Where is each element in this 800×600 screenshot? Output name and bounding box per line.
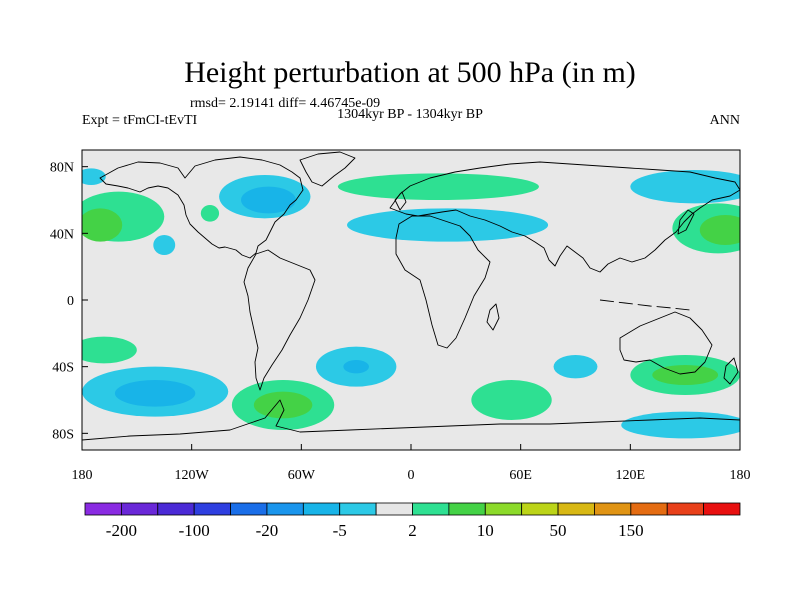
anomaly-region-23 (621, 411, 740, 439)
coast-indonesia (599, 299, 691, 311)
colorbar-swatch (84, 502, 122, 516)
colorbar-swatch (630, 502, 668, 516)
chart-title: Height perturbation at 500 hPa (in m) (184, 56, 636, 89)
colorbar-label: 10 (477, 521, 494, 540)
anomaly-region-2 (347, 208, 549, 242)
anomaly-region-8 (82, 208, 123, 242)
anomaly-region-14 (82, 336, 137, 364)
anomaly-region-4 (630, 170, 740, 204)
anomaly-region-16 (253, 391, 313, 419)
colorbar (84, 502, 741, 516)
anomaly-region-20 (553, 355, 598, 379)
experiment-label: Expt = tFmCI-tEvTI (82, 113, 198, 128)
y-tick-label: 40N (50, 227, 74, 242)
anomaly-region-1 (241, 186, 296, 214)
coast-british-isles (394, 191, 407, 211)
coast-greenland (299, 151, 356, 187)
anomaly-region-3 (337, 173, 539, 201)
colorbar-swatch (193, 502, 231, 516)
y-axis: 80N 40N 0 40S 80S (50, 161, 88, 442)
colorbar-swatch (703, 502, 741, 516)
colorbar-label: -100 (179, 521, 210, 540)
x-tick-label: 180 (730, 468, 751, 483)
anomaly-region-6 (699, 215, 740, 245)
colorbar-swatch (594, 502, 632, 516)
coast-south-america (243, 249, 316, 391)
coast-japan (677, 209, 695, 235)
coast-antarctica (82, 399, 740, 441)
colorbar-label: -20 (256, 521, 279, 540)
colorbar-label: 50 (550, 521, 567, 540)
coast-new-zealand (723, 357, 739, 385)
coast-madagascar (486, 303, 500, 331)
colorbar-swatch (448, 502, 486, 516)
colorbar-label: 150 (618, 521, 644, 540)
anomaly-fills (82, 168, 740, 439)
colorbar-swatch (521, 502, 559, 516)
y-tick-label: 80S (52, 427, 74, 442)
x-tick-label: 120W (175, 468, 210, 483)
period-text: 1304kyr BP - 1304kyr BP (337, 107, 483, 122)
y-tick-label: 80N (50, 161, 74, 176)
x-tick-label: 60W (288, 468, 316, 483)
stats-text: rmsd= 2.19141 diff= 4.46745e-09 (190, 96, 380, 111)
coastlines (82, 151, 740, 441)
coast-australia (619, 311, 713, 375)
x-axis: 180 120W 60W 0 60E 120E 180 (72, 444, 751, 483)
y-tick-label: 0 (67, 294, 74, 309)
colorbar-swatch (339, 502, 377, 516)
anomaly-region-19 (471, 380, 552, 420)
colorbar-swatch (157, 502, 195, 516)
anomaly-region-10 (200, 205, 220, 222)
colorbar-label: -200 (106, 521, 137, 540)
colorbar-labels: -200 -100 -20 -5 2 10 50 150 (106, 521, 644, 540)
colorbar-swatch (557, 502, 595, 516)
anomaly-region-13 (114, 380, 196, 407)
coast-eurasia (389, 161, 740, 273)
anomaly-region-18 (343, 360, 369, 374)
season-label: ANN (710, 113, 740, 128)
colorbar-swatch (266, 502, 304, 516)
colorbar-label: 2 (408, 521, 417, 540)
colorbar-swatch (666, 502, 705, 516)
anomaly-region-11 (153, 235, 176, 255)
coast-north-america (99, 156, 304, 259)
x-tick-label: 60E (509, 468, 532, 483)
colorbar-swatch (375, 502, 413, 516)
anomaly-region-22 (652, 365, 719, 385)
colorbar-swatch (120, 502, 159, 516)
coast-africa (395, 215, 491, 349)
colorbar-label: -5 (333, 521, 347, 540)
colorbar-swatch (302, 502, 341, 516)
y-tick-label: 40S (52, 361, 74, 376)
colorbar-swatch (230, 502, 268, 516)
x-tick-label: 0 (408, 468, 415, 483)
anomaly-region-9 (82, 168, 106, 185)
x-tick-label: 180 (72, 468, 93, 483)
colorbar-swatch (484, 502, 523, 516)
colorbar-swatch (412, 502, 450, 516)
x-tick-label: 120E (616, 468, 646, 483)
